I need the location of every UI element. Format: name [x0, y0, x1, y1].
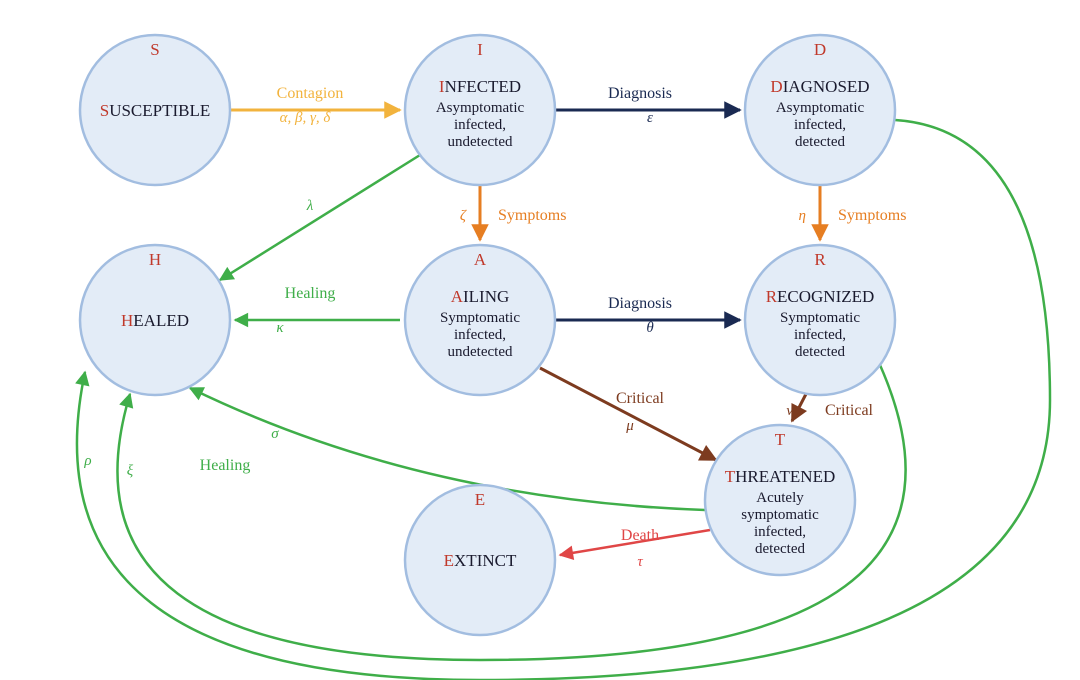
node-letter-D: D: [814, 40, 826, 59]
edge-D-H: [77, 120, 1050, 680]
node-sub-T-0: Acutely: [756, 490, 804, 506]
node-sub-A-0: Symptomatic: [440, 310, 520, 326]
node-sub-R-0: Symptomatic: [780, 310, 860, 326]
node-title-E: EXTINCT: [444, 551, 517, 570]
node-letter-T: T: [775, 430, 786, 449]
node-title-H: HEALED: [121, 311, 189, 330]
edge-param-A-T: μ: [625, 418, 634, 434]
node-H: H HEALED: [80, 245, 230, 395]
edge-param-I-A: ζ: [460, 208, 467, 224]
edge-A-T: [540, 368, 716, 460]
node-sub-A-2: undetected: [448, 344, 513, 360]
edge-label-I-D: Diagnosis: [608, 85, 672, 102]
node-A: A AILING Symptomaticinfected,undetected: [405, 245, 555, 395]
node-letter-S: S: [150, 40, 159, 59]
node-title-D: DIAGNOSED: [770, 77, 869, 96]
edge-label-A-T: Critical: [616, 390, 665, 407]
node-letter-R: R: [814, 250, 826, 269]
edge-I-H: [220, 155, 420, 280]
edge-label-S-I: Contagion: [277, 85, 344, 102]
edge-param-D-H: ρ: [83, 453, 91, 469]
edge-R-T: [792, 394, 806, 421]
edge-label-I-A: Symptoms: [498, 207, 566, 224]
node-sub-T-2: infected,: [754, 524, 806, 540]
edge-param-I-D: ε: [647, 110, 653, 126]
node-sub-I-1: infected,: [454, 117, 506, 133]
edge-label-A-R: Diagnosis: [608, 295, 672, 312]
edge-param-D-R: η: [799, 208, 806, 224]
node-letter-H: H: [149, 250, 161, 269]
node-title-S: SUSCEPTIBLE: [100, 101, 211, 120]
edge-label-R-T: Critical: [825, 402, 874, 419]
sidarthe-diagram: Contagion α, β, γ, δ Diagnosis ε Symptoms ζ Sy…: [0, 0, 1080, 680]
node-sub-D-0: Asymptomatic: [776, 100, 865, 116]
node-sub-T-1: symptomatic: [741, 507, 819, 523]
node-letter-E: E: [475, 490, 485, 509]
node-title-R: RECOGNIZED: [766, 287, 875, 306]
edge-label-T-E: Death: [621, 527, 659, 544]
node-sub-I-2: undetected: [448, 134, 513, 150]
node-E: E EXTINCT: [405, 485, 555, 635]
node-sub-I-0: Asymptomatic: [436, 100, 525, 116]
node-S: S SUSCEPTIBLE: [80, 35, 230, 185]
edge-param-T-H: σ: [271, 426, 279, 442]
node-title-T: THREATENED: [725, 467, 836, 486]
edge-param-A-H: κ: [276, 320, 284, 336]
edge-label-A-H: Healing: [285, 285, 336, 302]
edge-param-R-T: ν: [786, 403, 793, 419]
node-I: I INFECTED Asymptomaticinfected,undetected: [405, 35, 555, 185]
node-title-A: AILING: [451, 287, 510, 306]
node-letter-A: A: [474, 250, 487, 269]
edge-label-T-H: Healing: [200, 457, 251, 474]
node-sub-R-1: infected,: [794, 327, 846, 343]
node-letter-I: I: [477, 40, 483, 59]
edge-label-D-R: Symptoms: [838, 207, 906, 224]
edge-param-A-R: θ: [646, 320, 654, 336]
edge-param-I-H: λ: [306, 198, 314, 214]
node-sub-A-1: infected,: [454, 327, 506, 343]
node-sub-R-2: detected: [795, 344, 845, 360]
node-sub-T-3: detected: [755, 541, 805, 557]
edge-param-T-E: τ: [637, 554, 643, 570]
node-title-I: INFECTED: [439, 77, 521, 96]
edge-param-R-H: ξ: [127, 463, 134, 479]
node-sub-D-2: detected: [795, 134, 845, 150]
node-sub-D-1: infected,: [794, 117, 846, 133]
edge-param-S-I: α, β, γ, δ: [280, 110, 332, 126]
node-T: T THREATENED Acutelysymptomaticinfected,de…: [705, 425, 855, 575]
node-D: D DIAGNOSED Asymptomaticinfected,detected: [745, 35, 895, 185]
node-R: R RECOGNIZED Symptomaticinfected,detected: [745, 245, 895, 395]
